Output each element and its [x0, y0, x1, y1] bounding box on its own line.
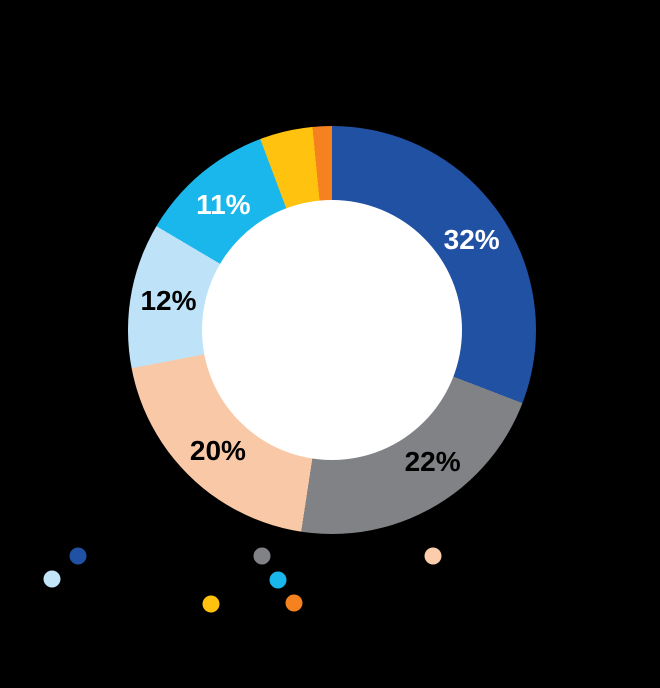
slice-label-dark-blue: 32% [443, 224, 500, 256]
legend-dot-orange [285, 594, 303, 612]
donut-hole [202, 200, 462, 460]
slice-label-gray: 22% [404, 446, 461, 478]
slice-label-light-blue: 12% [140, 285, 197, 317]
slice-label-peach: 20% [189, 434, 246, 466]
legend-dot-cyan [269, 571, 287, 589]
legend-dot-yellow [202, 595, 220, 613]
slice-label-cyan: 11% [196, 188, 251, 220]
legend-dot-dark-blue [69, 547, 87, 565]
legend-dot-peach [424, 547, 442, 565]
legend-dot-light-blue [43, 570, 61, 588]
donut-chart [128, 126, 536, 534]
legend-dot-gray [253, 547, 271, 565]
